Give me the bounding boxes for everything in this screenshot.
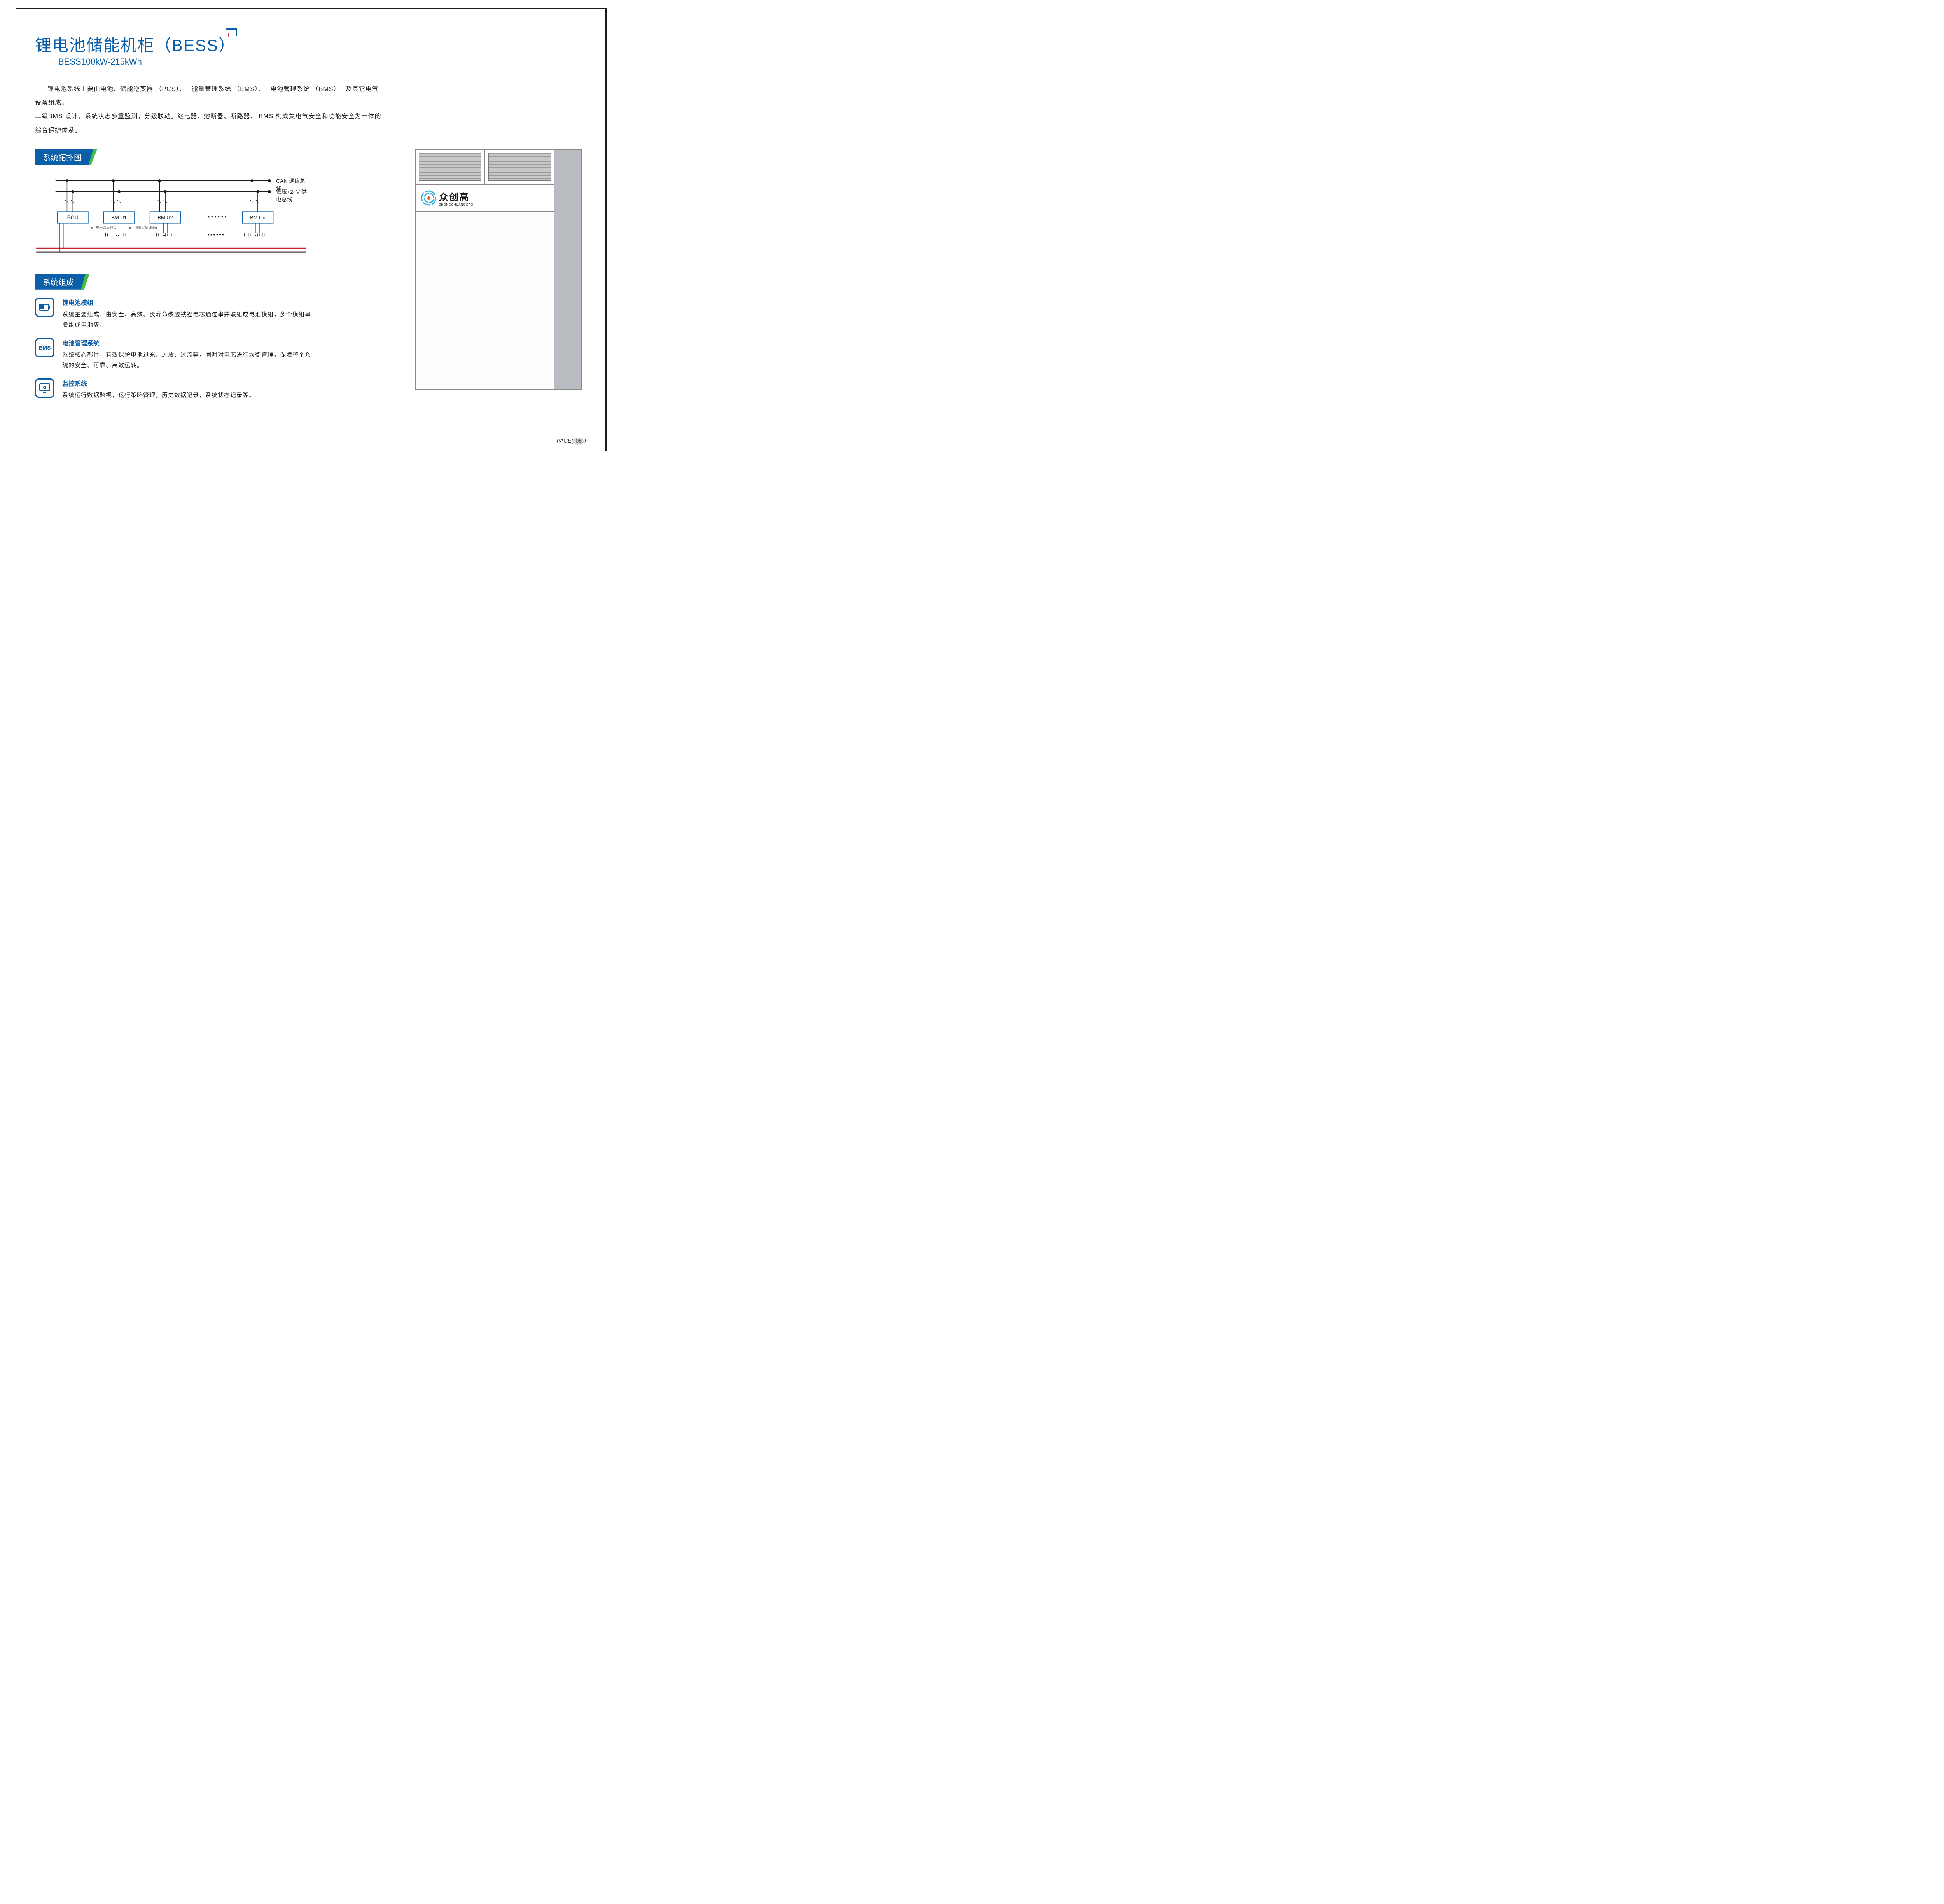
- logo-swirl-icon: [420, 189, 437, 206]
- battery-icon: [35, 298, 54, 317]
- svg-text:• • • • • •: • • • • • •: [208, 214, 227, 220]
- section-header-topology: 系统拓扑图: [35, 149, 97, 165]
- component-title: 电池管理系统: [62, 338, 315, 347]
- component-text: 锂电池模组 系统主要组成，由安全、高效、长寿命磷酸铁锂电芯通过串并联组成电池模组…: [62, 298, 315, 330]
- corner-mark: [226, 28, 237, 36]
- bus-label-24v: 低压+24V 供电总线: [276, 188, 307, 203]
- vent-right: [485, 150, 554, 184]
- component-desc: 系统运行数据监视，运行策略管理，历史数据记录，系统状态记录等。: [62, 390, 315, 401]
- component-text: 监控系统 系统运行数据监视，运行策略管理，历史数据记录，系统状态记录等。: [62, 378, 315, 401]
- title-main: 锂电池储能机柜（BESS）: [35, 32, 586, 56]
- component-row: 监控系统 系统运行数据监视，运行策略管理，历史数据记录，系统状态记录等。: [35, 378, 315, 401]
- cabinet-side-panel: [554, 150, 581, 389]
- component-desc: 系统主要组成，由安全、高效、长寿命磷酸铁锂电芯通过串并联组成电池模组，多个模组串…: [62, 309, 315, 330]
- monitor-icon: [35, 378, 54, 398]
- svg-text:电压采集线束: 电压采集线束: [96, 225, 117, 229]
- svg-text:BM U1: BM U1: [112, 215, 127, 220]
- intro-p2: 二级BMS 设计，系统状态多重监测，分级联动。继电器、熔断器、断路器、 BMS …: [35, 110, 385, 137]
- svg-text:BCU: BCU: [67, 214, 79, 220]
- component-title: 锂电池模组: [62, 298, 315, 307]
- component-title: 监控系统: [62, 378, 315, 388]
- component-text: 电池管理系统 系统核心部件，有效保护电池过充、过放、过流等，同时对电芯进行均衡管…: [62, 338, 315, 371]
- intro-text: 锂电池系统主要由电池、储能逆变器 （PCS）、 能量管理系统 （EMS）、 电池…: [35, 82, 385, 137]
- logo-en: ZHONGCHUANGGAO: [439, 203, 473, 206]
- components-list: 锂电池模组 系统主要组成，由安全、高效、长寿命磷酸铁锂电芯通过串并联组成电池模组…: [35, 298, 315, 401]
- bms-icon: BMS: [35, 338, 54, 357]
- cabinet-logo-panel: 众创高 ZHONGCHUANGGAO: [416, 185, 554, 212]
- title-block: 锂电池储能机柜（BESS） BESS100kW-215kWh: [35, 32, 586, 67]
- svg-text:BM Un: BM Un: [250, 215, 265, 220]
- intro-p1: 锂电池系统主要由电池、储能逆变器 （PCS）、 能量管理系统 （EMS）、 电池…: [35, 82, 385, 110]
- page-frame: 锂电池储能机柜（BESS） BESS100kW-215kWh 锂电池系统主要由电…: [16, 8, 607, 451]
- title-sub: BESS100kW-215kWh: [58, 57, 586, 67]
- page-number: PAGE(08): [557, 438, 586, 445]
- topology-svg: BCU BM U1 BM U2 BM Un • • • • • • 电压采集线束…: [35, 173, 307, 258]
- component-row: 锂电池模组 系统主要组成，由安全、高效、长寿命磷酸铁锂电芯通过串并联组成电池模组…: [35, 298, 315, 330]
- page-num-value: 08: [573, 438, 584, 445]
- svg-text:• • • • • •: • • • • • •: [208, 232, 224, 237]
- logo-text: 众创高 ZHONGCHUANGGAO: [439, 189, 473, 206]
- section-header-components: 系统组成: [35, 274, 89, 290]
- vent-left: [416, 150, 485, 184]
- svg-text:- -: - -: [255, 233, 258, 237]
- svg-text:- -: - -: [116, 233, 119, 237]
- component-desc: 系统核心部件，有效保护电池过充、过放、过流等，同时对电芯进行均衡管理，保障整个系…: [62, 350, 315, 371]
- svg-text:温度采集线束: 温度采集线束: [135, 225, 156, 229]
- page-label: PAGE: [557, 438, 572, 444]
- component-row: BMS 电池管理系统 系统核心部件，有效保护电池过充、过放、过流等，同时对电芯进…: [35, 338, 315, 371]
- cabinet-vents: [416, 150, 554, 185]
- cabinet-front: 众创高 ZHONGCHUANGGAO: [416, 150, 554, 389]
- cabinet-door: [416, 212, 554, 389]
- svg-text:- -: - -: [163, 233, 166, 237]
- cabinet-illustration: 众创高 ZHONGCHUANGGAO: [415, 149, 582, 390]
- svg-text:BM U2: BM U2: [157, 215, 173, 220]
- logo-cn: 众创高: [439, 189, 473, 203]
- topology-diagram: CAN 通信总线 低压+24V 供电总线: [35, 173, 307, 258]
